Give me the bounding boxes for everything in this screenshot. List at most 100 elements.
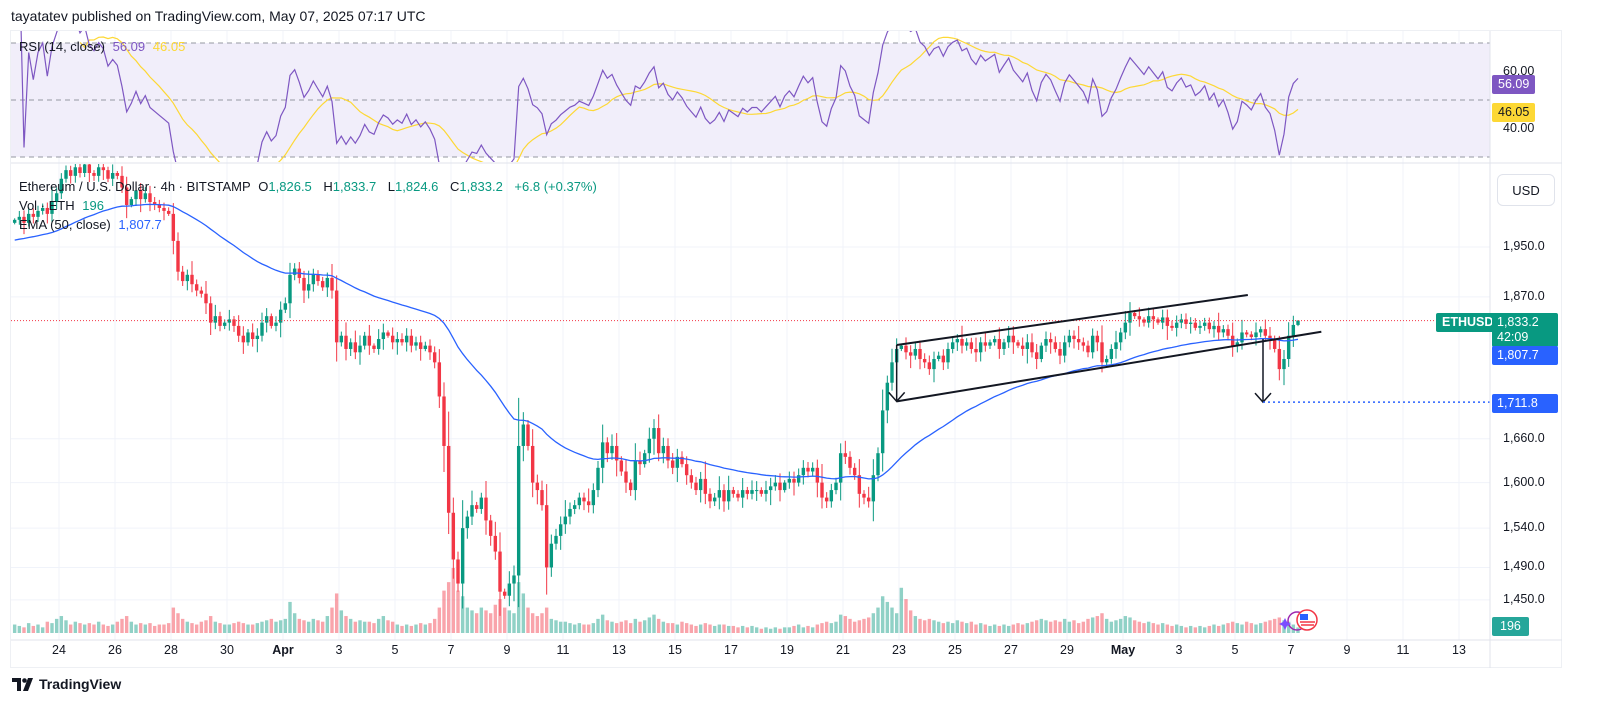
- volume-bar: [1062, 618, 1067, 633]
- tradingview-logo[interactable]: TradingView: [12, 676, 121, 692]
- volume-bar: [288, 601, 292, 633]
- candle-body: [124, 187, 129, 205]
- volume-bar: [759, 628, 764, 633]
- candle-body: [143, 193, 148, 200]
- candle: [913, 342, 918, 360]
- candle-body: [1086, 345, 1090, 353]
- candle: [390, 327, 395, 350]
- volume-bar: [568, 623, 572, 633]
- candle-body: [110, 173, 115, 179]
- volume-bar: [894, 613, 899, 633]
- candle: [1039, 342, 1044, 363]
- candle-body: [418, 342, 423, 349]
- candle: [773, 475, 778, 491]
- ema-legend-value: 1,807.7: [118, 217, 162, 232]
- candle-body: [1277, 348, 1282, 370]
- volume-bar: [605, 620, 610, 633]
- candle-body: [1235, 342, 1240, 346]
- symbol-legend[interactable]: Ethereum / U.S. Dollar · 4h · BITSTAMP O…: [19, 179, 601, 194]
- symbol-description: Ethereum / U.S. Dollar · 4h · BITSTAMP: [19, 179, 251, 194]
- volume-bar: [222, 624, 227, 633]
- volume-bar: [1076, 623, 1081, 633]
- candle-body: [227, 319, 232, 323]
- volume-bar: [1053, 620, 1058, 633]
- candle: [1067, 329, 1072, 348]
- volume-bar: [423, 624, 428, 633]
- volume-bar: [633, 618, 638, 633]
- candle: [334, 275, 339, 362]
- candle: [848, 451, 852, 475]
- volume-bar: [927, 618, 932, 633]
- candle-body: [1202, 322, 1207, 326]
- candle: [610, 434, 614, 460]
- time-tick-label: 26: [108, 643, 122, 657]
- candle-body: [50, 202, 54, 214]
- time-tick-label: 13: [1452, 643, 1466, 657]
- candle-body: [1282, 358, 1286, 370]
- candle-body: [918, 348, 922, 359]
- change-value: +6.8 (+0.37%): [514, 179, 597, 194]
- volume-bar: [558, 621, 563, 633]
- ema-legend[interactable]: EMA (50, close) 1,807.7: [19, 217, 166, 232]
- candle: [885, 375, 890, 424]
- candle: [358, 335, 362, 365]
- candle-body: [255, 335, 260, 340]
- candle: [157, 199, 162, 213]
- volume-bar: [1170, 625, 1174, 633]
- volume-bar: [773, 627, 778, 633]
- volume-bar: [1123, 616, 1128, 633]
- candle-body: [1286, 335, 1291, 359]
- candle: [890, 348, 894, 391]
- volume-bar: [670, 623, 675, 633]
- volume-bar: [610, 621, 614, 633]
- volume-bar: [470, 610, 474, 633]
- candle-body: [1296, 320, 1300, 325]
- volume-bar: [1235, 623, 1240, 633]
- volume-bar: [227, 624, 232, 633]
- volume-bar: [516, 582, 521, 633]
- volume-bar: [269, 618, 274, 633]
- volume-bar: [498, 599, 502, 633]
- rsi-legend[interactable]: RSI (14, close) 56.09 46.05: [19, 39, 189, 54]
- candle-body: [638, 460, 642, 465]
- candle: [64, 165, 68, 183]
- candle-body: [530, 445, 535, 483]
- candle: [960, 325, 964, 354]
- candle-body: [922, 358, 927, 363]
- candle-body: [866, 497, 871, 502]
- close-label: C: [450, 179, 460, 194]
- candle: [563, 500, 568, 534]
- rsi-ma-line: [79, 36, 1299, 162]
- volume-bar: [992, 624, 997, 633]
- volume-bar: [176, 613, 180, 633]
- candle: [927, 355, 932, 375]
- candle: [726, 475, 731, 510]
- candle: [908, 345, 913, 369]
- candle: [395, 332, 400, 355]
- volume-legend[interactable]: Vol · ETH 196: [19, 198, 108, 213]
- rsi-value-badge: 56.09: [1492, 75, 1536, 94]
- open-value: 1,826.5: [268, 179, 312, 194]
- candle: [950, 337, 955, 354]
- time-tick-label: 7: [1287, 643, 1295, 657]
- volume-badge: 196: [1492, 617, 1529, 636]
- candle-body: [1230, 335, 1235, 346]
- candle: [992, 335, 997, 346]
- volume-bars: [12, 568, 1300, 633]
- open-label: O: [258, 179, 269, 194]
- candle: [194, 279, 199, 297]
- candle: [143, 187, 148, 203]
- candle-body: [964, 342, 969, 346]
- candle-body: [302, 277, 306, 291]
- volume-bar: [1020, 624, 1025, 633]
- time-tick-label: 7: [447, 643, 455, 657]
- candle: [456, 551, 460, 592]
- volume-bar: [386, 620, 390, 633]
- volume-bar: [180, 618, 185, 633]
- currency-button[interactable]: USD: [1497, 174, 1555, 206]
- events-icons[interactable]: [1279, 609, 1318, 631]
- candle: [904, 337, 908, 360]
- candle: [684, 456, 689, 485]
- volume-bar: [745, 627, 750, 633]
